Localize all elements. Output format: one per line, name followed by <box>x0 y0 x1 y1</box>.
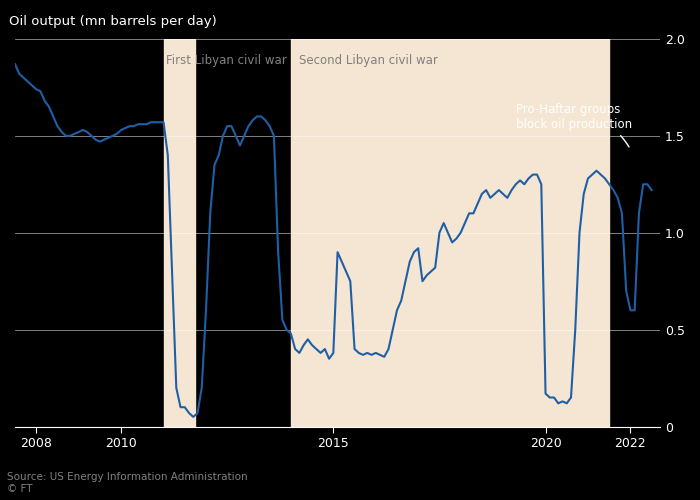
Text: Pro-Haftar groups
block oil production: Pro-Haftar groups block oil production <box>516 103 632 147</box>
Text: © FT: © FT <box>7 484 32 494</box>
Text: Second Libyan civil war: Second Libyan civil war <box>300 54 438 68</box>
Text: Source: US Energy Information Administration: Source: US Energy Information Administra… <box>7 472 248 482</box>
Text: First Libyan civil war: First Libyan civil war <box>166 54 286 68</box>
Bar <box>291 39 609 426</box>
Text: Oil output (mn barrels per day): Oil output (mn barrels per day) <box>8 15 216 28</box>
Bar <box>164 39 195 426</box>
